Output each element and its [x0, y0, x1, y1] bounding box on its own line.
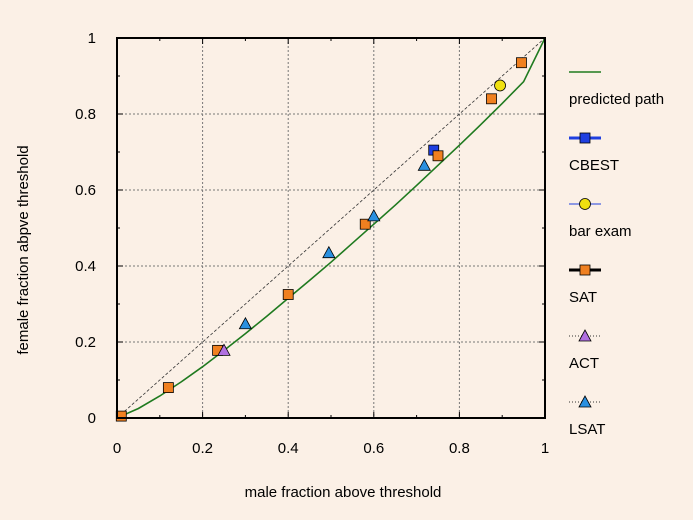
- axis-ticks: [116, 37, 546, 419]
- legend-label-predicted-path: predicted path: [569, 91, 664, 108]
- legend-label-cbest: CBEST: [569, 157, 619, 174]
- x-tick-labels: 0 0.2 0.4 0.6 0.8 1: [113, 440, 549, 457]
- legend-marker-cbest: [579, 132, 591, 144]
- reference-diagonal-line: [116, 37, 546, 419]
- x-tick-label: 0: [113, 440, 121, 457]
- grid-lines: [117, 38, 545, 418]
- y-tick-label: 0.2: [75, 334, 96, 351]
- legend: predicted path CBEST bar exam SAT ACT LSAT: [569, 71, 664, 438]
- sat-point: [162, 382, 174, 394]
- sat-point: [432, 150, 444, 162]
- x-tick-label: 0.4: [278, 440, 299, 457]
- sat-point: [282, 289, 294, 300]
- legend-marker-act: [578, 329, 592, 342]
- y-tick-labels: 0 0.2 0.4 0.6 0.8 1: [75, 30, 96, 427]
- reference-diagonal: [116, 37, 546, 419]
- legend-label-bar-exam: bar exam: [569, 223, 632, 240]
- y-tick-label: 1: [88, 30, 96, 47]
- data-markers: [115, 57, 527, 422]
- lsat-point: [322, 245, 336, 259]
- legend-label-act: ACT: [569, 355, 599, 372]
- y-tick-label: 0.8: [75, 106, 96, 123]
- sat-point: [486, 93, 497, 105]
- legend-label-sat: SAT: [569, 289, 597, 306]
- y-axis-title: female fraction abpve threshold: [15, 145, 32, 354]
- predicted-path: [116, 37, 546, 419]
- x-tick-label: 0.8: [449, 440, 470, 457]
- x-tick-label: 0.2: [192, 440, 213, 457]
- y-tick-label: 0.4: [75, 258, 96, 275]
- x-tick-label: 1: [541, 440, 549, 457]
- lsat-point: [238, 316, 253, 330]
- y-tick-label: 0: [88, 410, 96, 427]
- legend-marker-bar-exam: [579, 198, 591, 210]
- x-axis-title: male fraction above threshold: [245, 484, 442, 501]
- predicted-path-line: [116, 37, 546, 419]
- x-tick-label: 0.6: [363, 440, 384, 457]
- bar-exam-point: [494, 79, 506, 92]
- sat-point: [516, 57, 527, 69]
- legend-marker-sat: [579, 264, 591, 276]
- act-point: [217, 343, 231, 356]
- legend-marker-lsat: [578, 395, 592, 408]
- y-tick-label: 0.6: [75, 182, 96, 199]
- sat-point: [359, 218, 371, 230]
- lsat-point: [367, 209, 381, 222]
- legend-label-lsat: LSAT: [569, 421, 605, 438]
- lsat-point: [417, 158, 431, 171]
